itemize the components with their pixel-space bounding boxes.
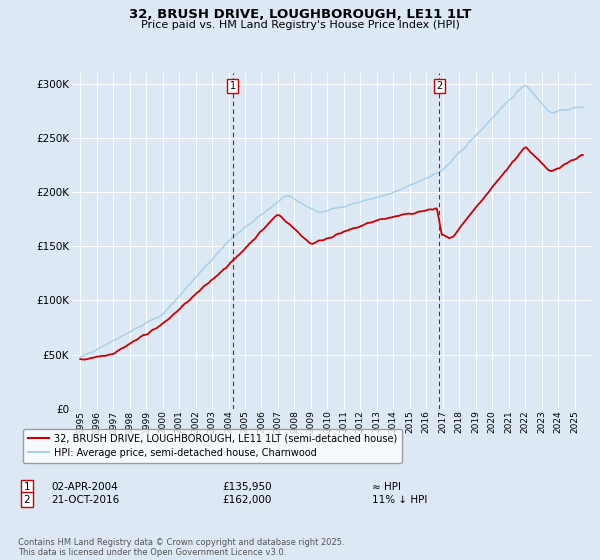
Text: 21-OCT-2016: 21-OCT-2016 [51,494,119,505]
Text: 11% ↓ HPI: 11% ↓ HPI [372,494,427,505]
Text: 1: 1 [230,81,236,91]
Text: ≈ HPI: ≈ HPI [372,482,401,492]
Text: Contains HM Land Registry data © Crown copyright and database right 2025.
This d: Contains HM Land Registry data © Crown c… [18,538,344,557]
Text: 1: 1 [23,482,31,492]
Text: 32, BRUSH DRIVE, LOUGHBOROUGH, LE11 1LT: 32, BRUSH DRIVE, LOUGHBOROUGH, LE11 1LT [129,8,471,21]
Text: £162,000: £162,000 [222,494,271,505]
Text: 02-APR-2004: 02-APR-2004 [51,482,118,492]
Text: Price paid vs. HM Land Registry's House Price Index (HPI): Price paid vs. HM Land Registry's House … [140,20,460,30]
Text: 2: 2 [23,494,31,505]
Legend: 32, BRUSH DRIVE, LOUGHBOROUGH, LE11 1LT (semi-detached house), HPI: Average pric: 32, BRUSH DRIVE, LOUGHBOROUGH, LE11 1LT … [23,428,402,463]
Text: £135,950: £135,950 [222,482,272,492]
Text: 2: 2 [436,81,443,91]
